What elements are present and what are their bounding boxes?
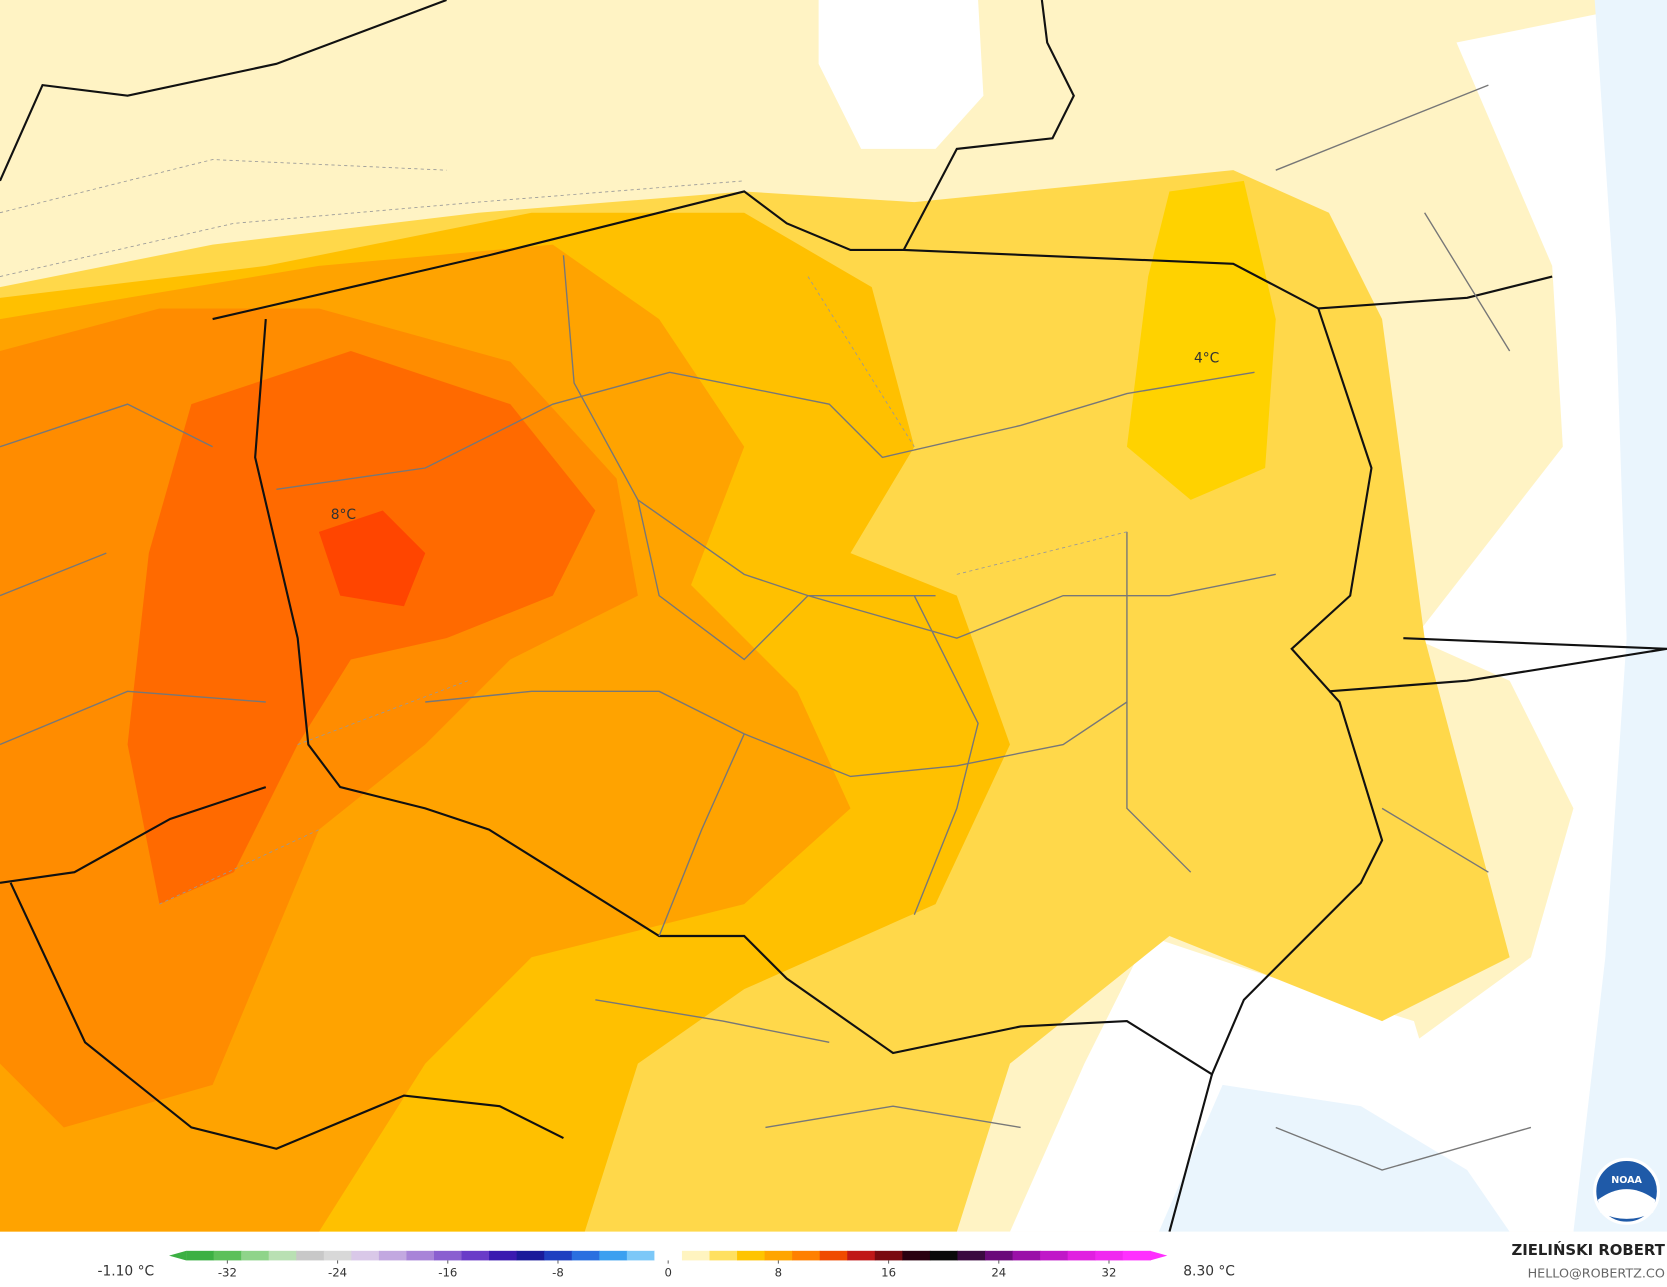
author: ZIELIŃSKI ROBERT bbox=[1511, 1241, 1665, 1259]
color-step bbox=[544, 1250, 573, 1261]
logo-text: NOAA bbox=[1611, 1175, 1642, 1186]
under-arrow bbox=[169, 1250, 187, 1261]
logo-wave bbox=[1597, 1189, 1656, 1219]
color-step bbox=[186, 1250, 215, 1261]
tick-label: 32 bbox=[1102, 1265, 1117, 1279]
color-step bbox=[681, 1250, 711, 1261]
color-step bbox=[378, 1250, 407, 1261]
color-step bbox=[709, 1250, 738, 1261]
color-step bbox=[737, 1250, 766, 1261]
country-border bbox=[0, 275, 1667, 1232]
tick-label: 0 bbox=[664, 1265, 671, 1279]
color-step bbox=[571, 1250, 600, 1261]
cold-area bbox=[1573, 0, 1667, 1232]
cold-area bbox=[1158, 1084, 1510, 1232]
map: 8°C 4°C NOAA bbox=[0, 0, 1667, 1232]
color-step bbox=[406, 1250, 435, 1261]
warm-free-area bbox=[818, 0, 984, 149]
color-step bbox=[489, 1250, 518, 1261]
contact: HELLO@ROBERTZ.CO bbox=[1528, 1266, 1665, 1281]
color-step bbox=[957, 1250, 986, 1261]
cold-area bbox=[1413, 0, 1667, 1232]
color-step bbox=[1122, 1250, 1151, 1261]
region-border bbox=[276, 255, 1276, 937]
color-step bbox=[351, 1250, 380, 1261]
max-label: 8.30 °C bbox=[1183, 1263, 1235, 1279]
color-step bbox=[434, 1250, 463, 1261]
country-border bbox=[254, 248, 1384, 1076]
color-step bbox=[874, 1250, 903, 1261]
color-step bbox=[1095, 1250, 1124, 1261]
color-step bbox=[985, 1250, 1014, 1261]
coastline bbox=[0, 0, 1075, 321]
color-step bbox=[296, 1250, 325, 1261]
isotherm-label: 8°C bbox=[331, 507, 356, 523]
tick-label: 16 bbox=[881, 1265, 896, 1279]
color-step bbox=[819, 1250, 848, 1261]
tick-label: -24 bbox=[328, 1265, 347, 1279]
color-step bbox=[1012, 1250, 1041, 1261]
legend: -1.10 °C 8.30 °C -32 -24 -16 -8 0 8 16 24 32 bbox=[97, 1250, 1235, 1279]
color-step bbox=[929, 1250, 958, 1261]
color-step bbox=[1067, 1250, 1096, 1261]
isotherm bbox=[0, 159, 1128, 905]
color-step bbox=[516, 1250, 545, 1261]
color-step bbox=[268, 1250, 297, 1261]
over-arrow bbox=[1150, 1250, 1168, 1261]
region-border bbox=[0, 84, 1532, 1171]
color-step bbox=[654, 1250, 683, 1261]
color-step bbox=[626, 1250, 655, 1261]
tick-label: -16 bbox=[438, 1265, 457, 1279]
tick-label: 24 bbox=[991, 1265, 1006, 1279]
color-step bbox=[1040, 1250, 1069, 1261]
tick-label: -32 bbox=[218, 1265, 237, 1279]
color-step bbox=[847, 1250, 876, 1261]
temperature-zone bbox=[318, 510, 426, 607]
color-step bbox=[902, 1250, 931, 1261]
tick-label: -8 bbox=[552, 1265, 564, 1279]
color-step bbox=[792, 1250, 821, 1261]
color-step bbox=[213, 1250, 242, 1261]
temperature-zone bbox=[127, 351, 596, 905]
color-step bbox=[599, 1250, 628, 1261]
color-step bbox=[461, 1250, 490, 1261]
isotherm-label: 4°C bbox=[1194, 351, 1219, 367]
tick-label: 8 bbox=[775, 1265, 782, 1279]
min-label: -1.10 °C bbox=[97, 1263, 154, 1279]
color-step bbox=[241, 1250, 270, 1261]
color-step bbox=[323, 1250, 352, 1261]
color-step bbox=[764, 1250, 793, 1261]
